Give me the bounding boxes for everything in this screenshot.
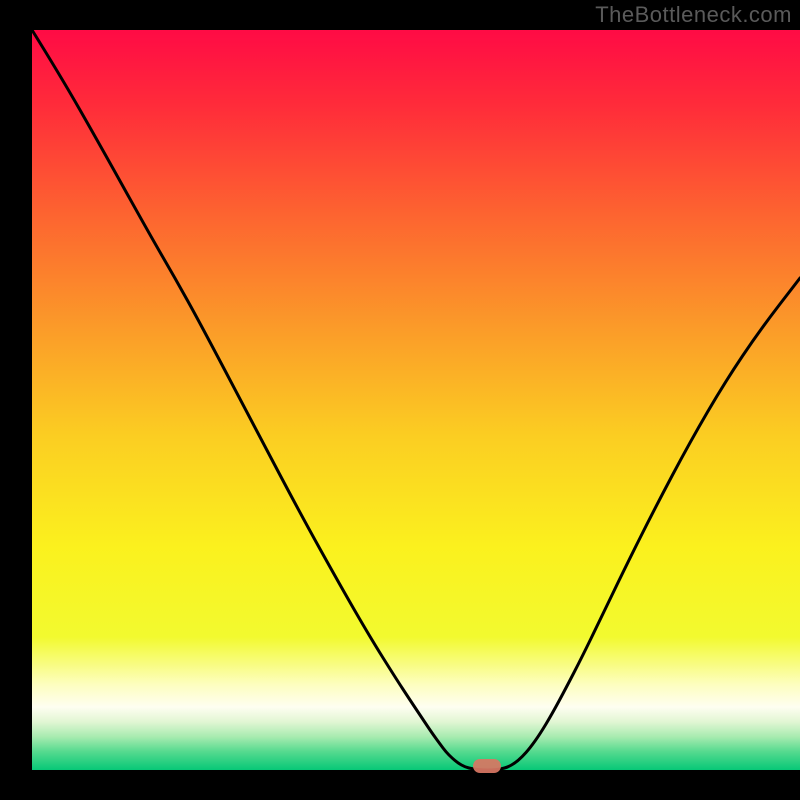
plot-background xyxy=(32,30,800,770)
bottleneck-chart xyxy=(0,0,800,800)
minimum-marker xyxy=(473,759,501,773)
chart-container: TheBottleneck.com xyxy=(0,0,800,800)
